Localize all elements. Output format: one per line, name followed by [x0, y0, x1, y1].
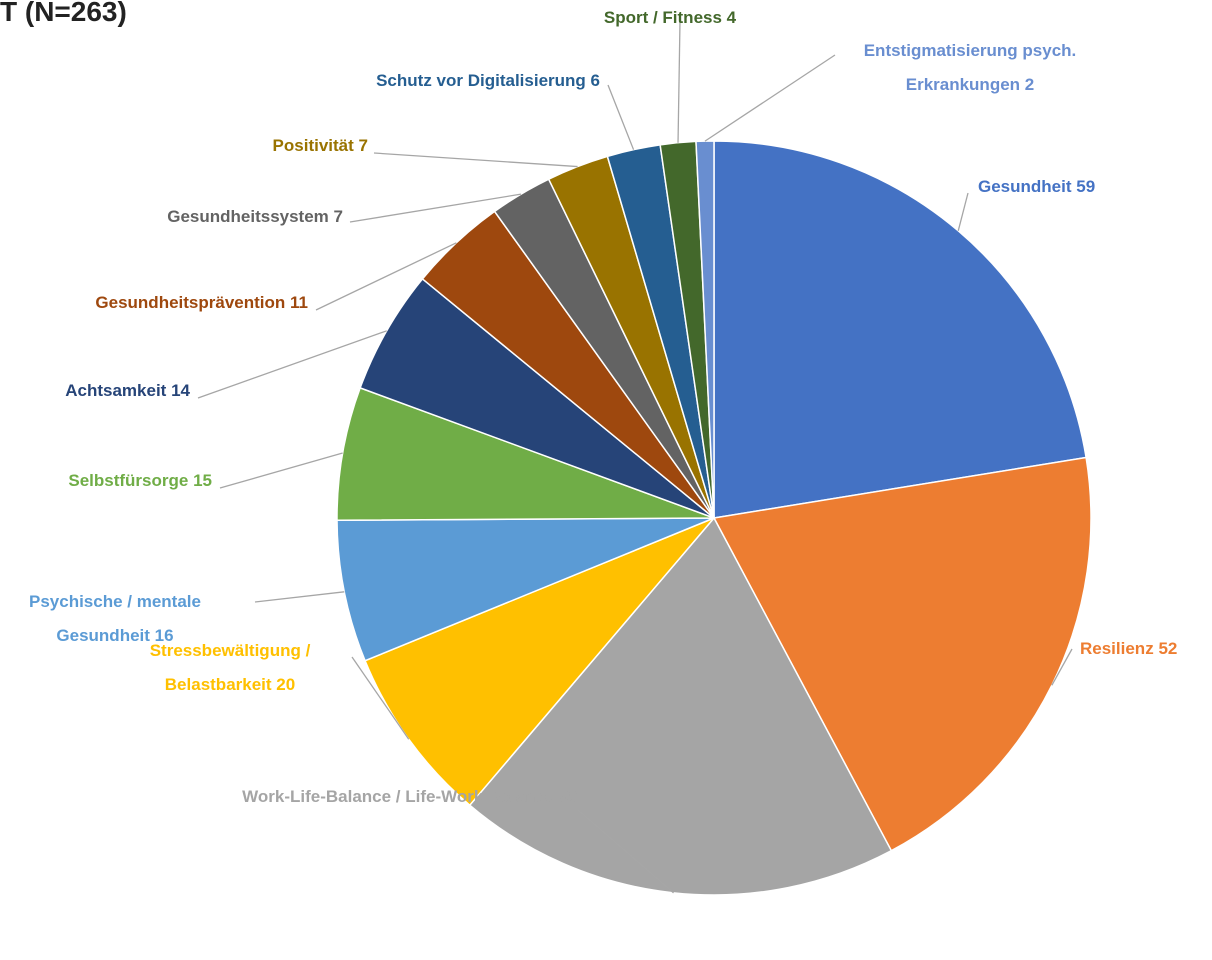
label-value: 14 — [171, 381, 190, 400]
pie-slice — [336, 386, 715, 522]
label-category: Gesundheitssystem — [167, 207, 329, 226]
label-category: Sport / Fitness — [603, 8, 722, 27]
label-value: 7 — [333, 207, 343, 226]
leader-line — [607, 84, 635, 150]
pie-slice — [695, 140, 715, 519]
data-label: Resilienz 52 — [1080, 632, 1212, 666]
label-value: 15 — [193, 471, 212, 490]
label-category: Selbstfürsorge — [68, 471, 189, 490]
data-label: Sport / Fitness 4 — [520, 1, 820, 35]
leader-line — [349, 193, 522, 223]
label-category: Stressbewältigung / Belastbarkeit — [149, 641, 311, 694]
data-label: Gesundheit 59 — [978, 170, 1178, 204]
leader-line — [254, 591, 345, 603]
leader-line — [677, 20, 681, 143]
leader-line — [315, 242, 457, 311]
label-category: Positivität — [272, 136, 354, 155]
pie-slice — [713, 140, 1087, 519]
label-value: 16 — [154, 626, 174, 645]
data-label: Entstigmatisierung psych. Erkrankungen 2 — [820, 34, 1120, 102]
label-category: Entstigmatisierung psych. Erkrankungen — [863, 41, 1077, 94]
data-label: Selbstfürsorge 15 — [0, 464, 212, 498]
label-value: 50 — [558, 787, 578, 806]
pie-slice — [336, 517, 715, 662]
label-category: Resilienz — [1080, 639, 1154, 658]
chart-title: T (N=263) — [0, 0, 127, 27]
label-category: Psychische / mentale Gesundheit — [29, 592, 201, 645]
data-label: Work-Life-Balance / Life-Work-Balance 50 — [230, 780, 590, 814]
leader-line — [577, 809, 674, 894]
label-value: 20 — [276, 675, 296, 694]
data-label: Schutz vor Digitalisierung 6 — [200, 64, 600, 98]
leader-line — [197, 330, 387, 399]
label-value: 7 — [358, 136, 368, 155]
data-label: Achtsamkeit 14 — [0, 374, 190, 408]
data-label: Positivität 7 — [0, 129, 368, 163]
data-label: Psychische / mentale Gesundheit 16 — [0, 585, 230, 653]
leader-line — [957, 192, 969, 231]
leader-line — [1051, 648, 1073, 686]
label-value: 59 — [1076, 177, 1096, 196]
leader-line — [373, 152, 578, 168]
label-value: 52 — [1158, 639, 1178, 658]
label-category: Gesundheit — [978, 177, 1072, 196]
data-label: Gesundheitssystem 7 — [0, 200, 343, 234]
label-category: Achtsamkeit — [65, 381, 167, 400]
label-value: 2 — [1024, 75, 1035, 94]
leader-line — [219, 452, 343, 489]
label-category: Gesundheitsprävention — [95, 293, 286, 312]
label-category: Work-Life-Balance / Life-Work-Balance — [242, 787, 555, 806]
label-category: Schutz vor Digitalisierung — [376, 71, 586, 90]
leader-line — [351, 656, 410, 740]
data-label: Stressbewältigung / Belastbarkeit 20 — [110, 634, 350, 702]
label-value: 6 — [590, 71, 600, 90]
pie-slice — [364, 517, 715, 807]
label-value: 4 — [726, 8, 737, 27]
pie-slice — [712, 456, 1092, 852]
data-label: Gesundheitsprävention 11 — [0, 286, 308, 320]
leader-line — [704, 54, 836, 142]
label-value: 11 — [290, 293, 308, 312]
